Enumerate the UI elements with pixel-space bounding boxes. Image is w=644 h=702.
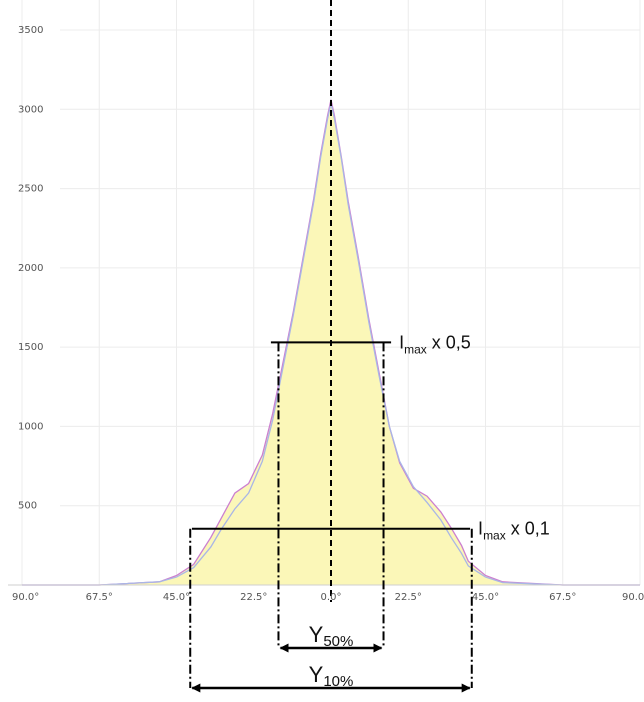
x-tick-label: 22.5° — [395, 592, 422, 603]
y-tick-label: 500 — [18, 501, 37, 512]
y-axis-tick-labels: 3500 3000 2500 2000 1500 1000 500 — [18, 25, 43, 512]
x-tick-label: 45.0° — [163, 592, 190, 603]
x-tick-label: 0.0° — [321, 592, 342, 603]
beam-width-annotations: Y50% Y10% — [189, 342, 473, 693]
x-tick-label: 90.0° — [622, 592, 644, 603]
x-axis-tick-labels: 90.0° 67.5° 45.0° 22.5° 0.0° 22.5° 45.0° 67.5° 9… — [12, 592, 644, 603]
x-tick-label: 90.0° — [12, 592, 39, 603]
y-tick-label: 3500 — [18, 25, 43, 36]
x-tick-label: 67.5° — [549, 592, 576, 603]
y-tick-label: 2000 — [18, 263, 43, 274]
y-tick-label: 3000 — [18, 104, 43, 115]
y-tick-label: 1000 — [18, 421, 43, 432]
series-line-1 — [22, 102, 640, 586]
width-label-1: Y10% — [309, 662, 354, 690]
width-label-0: Y50% — [309, 622, 354, 650]
x-tick-label: 67.5° — [86, 592, 113, 603]
series-line-0 — [22, 99, 640, 586]
intensity-annotations: Imax x 0,5 Imax x 0,1 — [191, 332, 550, 543]
x-tick-label: 22.5° — [240, 592, 267, 603]
x-axis — [8, 0, 640, 602]
y-tick-label: 1500 — [18, 342, 43, 353]
x-tick-label: 45.0° — [472, 592, 499, 603]
y-tick-label: 2500 — [18, 184, 43, 195]
level-label-1: Imax x 0,1 — [478, 519, 550, 543]
level-label-0: Imax x 0,5 — [399, 332, 471, 356]
